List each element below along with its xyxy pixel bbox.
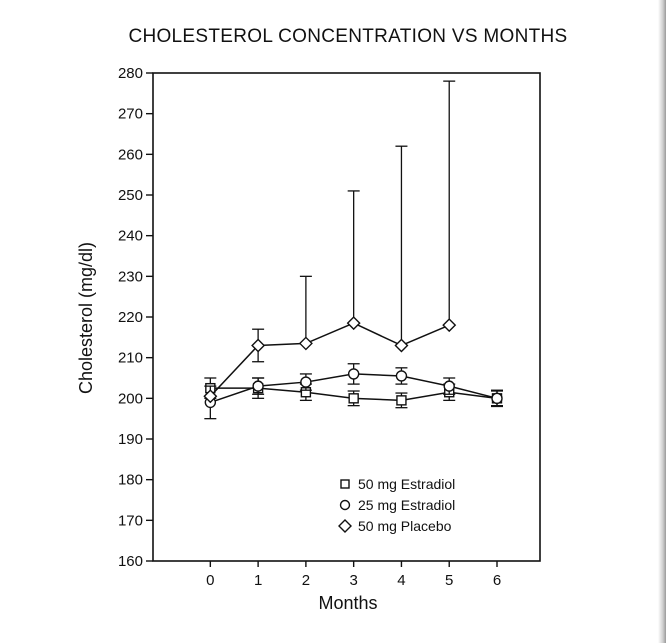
y-axis: 160 170 180 190 200 210 220 230 240 250 260 270 280 xyxy=(118,65,153,570)
data-point-circle xyxy=(443,380,455,392)
x-tick-label: 0 xyxy=(206,572,214,589)
series-diamond xyxy=(203,80,457,404)
x-axis-label: Months xyxy=(318,593,377,613)
data-point-diamond xyxy=(346,316,361,331)
y-tick-label: 210 xyxy=(118,350,143,367)
circle-marker-icon xyxy=(339,499,351,511)
x-axis: 0 1 2 3 4 5 6 xyxy=(206,561,501,589)
y-tick-label: 160 xyxy=(118,553,143,570)
data-point-square xyxy=(396,395,407,406)
y-axis-label: Cholesterol (mg/dl) xyxy=(76,242,96,394)
y-tick-label: 270 xyxy=(118,106,143,123)
x-tick-label: 5 xyxy=(445,572,453,589)
x-tick-label: 3 xyxy=(349,572,357,589)
legend-label: 50 mg Estradiol xyxy=(358,476,455,492)
y-tick-label: 240 xyxy=(118,228,143,245)
y-tick-label: 250 xyxy=(118,187,143,204)
y-tick-label: 170 xyxy=(118,512,143,529)
legend: 50 mg Estradiol 25 mg Estradiol 50 mg Pl… xyxy=(338,476,455,534)
legend-label: 25 mg Estradiol xyxy=(358,497,455,513)
legend-item-estradiol-25: 25 mg Estradiol xyxy=(339,497,455,513)
x-tick-label: 1 xyxy=(254,572,262,589)
data-point-circle xyxy=(300,376,312,388)
series-layer xyxy=(203,80,503,420)
y-tick-label: 190 xyxy=(118,431,143,448)
x-tick-label: 6 xyxy=(493,572,501,589)
legend-item-placebo-50: 50 mg Placebo xyxy=(338,518,452,534)
diamond-marker-icon xyxy=(338,519,352,533)
y-tick-label: 280 xyxy=(118,65,143,82)
data-point-square xyxy=(348,393,359,404)
x-tick-label: 4 xyxy=(397,572,405,589)
data-point-circle xyxy=(252,380,264,392)
x-tick-label: 2 xyxy=(302,572,310,589)
data-point-circle xyxy=(491,392,503,405)
data-point-circle xyxy=(395,370,408,382)
y-tick-label: 260 xyxy=(118,146,143,163)
y-tick-label: 230 xyxy=(118,268,143,285)
data-point-diamond xyxy=(298,336,313,351)
y-tick-label: 180 xyxy=(118,472,143,489)
data-point-diamond xyxy=(442,318,457,333)
legend-item-estradiol-50: 50 mg Estradiol xyxy=(340,476,455,492)
chart-title: CHOLESTEROL CONCENTRATION VS MONTHS xyxy=(128,26,567,47)
scan-edge-shadow xyxy=(658,0,666,643)
data-point-diamond xyxy=(203,389,218,404)
legend-label: 50 mg Placebo xyxy=(358,518,452,534)
y-tick-label: 220 xyxy=(118,309,143,326)
data-point-diamond xyxy=(394,338,409,353)
data-point-circle xyxy=(347,368,360,380)
series-line xyxy=(209,322,450,397)
square-marker-icon xyxy=(340,479,350,489)
y-tick-label: 200 xyxy=(118,390,143,407)
data-point-diamond xyxy=(251,338,266,353)
